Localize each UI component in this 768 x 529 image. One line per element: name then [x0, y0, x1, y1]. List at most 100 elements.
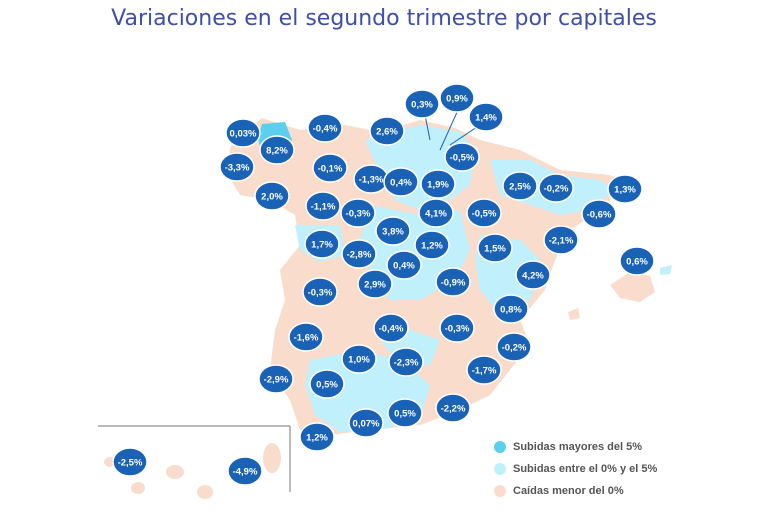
capital-badge-label: -2,3% — [394, 358, 419, 369]
capital-badge-label: -0,5% — [472, 209, 497, 220]
capital-badge-label: 1,0% — [348, 355, 370, 366]
capital-badge-label: -1,7% — [472, 366, 497, 377]
capital-badge-label: 0,9% — [446, 94, 468, 105]
capital-badge-label: 0,03% — [230, 129, 257, 140]
capital-badge-shape — [435, 393, 471, 423]
capital-badge-shape — [388, 347, 424, 377]
capital-badge-shape — [299, 422, 335, 452]
capital-badge-shape — [259, 135, 295, 165]
capital-badge-label: 0,5% — [316, 380, 338, 391]
capital-badge: -2,9% — [258, 364, 294, 394]
capital-badge: 1,7% — [304, 229, 340, 259]
capital-badge-shape — [305, 191, 341, 221]
capital-badge: -2,3% — [388, 347, 424, 377]
capital-badge-label: -2,1% — [549, 236, 574, 247]
capital-badge: -0,6% — [581, 199, 617, 229]
capital-badge-label: 1,2% — [306, 433, 328, 444]
capital-badge: 0,5% — [309, 369, 345, 399]
capital-badge-shape — [254, 181, 290, 211]
legend-item-strong-rise: Subidas mayores del 5% — [494, 436, 657, 458]
capital-badge-label: -0,3% — [308, 288, 333, 299]
legend-label-rise: Subidas entre el 0% y el 5% — [513, 463, 658, 475]
island-2 — [131, 482, 145, 494]
capital-badge: -2,2% — [435, 393, 471, 423]
capital-badge: -1,1% — [305, 191, 341, 221]
capital-badge: 1,4% — [468, 102, 504, 132]
capital-badge: 3,8% — [375, 216, 411, 246]
capital-badge-shape — [418, 198, 454, 228]
capital-badge: 2,6% — [369, 116, 405, 146]
capital-badge: -3,3% — [219, 152, 255, 182]
capital-badge: -2,1% — [543, 225, 579, 255]
capital-badge-shape — [420, 169, 456, 199]
capital-badge: -1,3% — [353, 164, 389, 194]
capital-badge-shape — [444, 142, 480, 172]
capital-badge-label: -0,4% — [313, 124, 338, 135]
legend-label-strong-rise: Subidas mayores del 5% — [513, 441, 642, 453]
capital-badge: -4,9% — [227, 456, 263, 486]
connector-2 — [439, 109, 459, 151]
capital-badge-shape — [304, 229, 340, 259]
capital-badge-label: 0,6% — [626, 257, 648, 268]
island-5 — [263, 443, 281, 473]
capital-badge-label: 2,9% — [364, 280, 386, 291]
capital-badge: 2,5% — [502, 171, 538, 201]
capital-badge-label: 0,4% — [393, 261, 415, 272]
capital-badge-shape — [619, 246, 655, 276]
capital-badge-shape — [227, 456, 263, 486]
island-4 — [197, 485, 213, 499]
capital-badge-shape — [581, 199, 617, 229]
capital-badge-label: 0,5% — [394, 409, 416, 420]
canary-islands-inset — [98, 425, 291, 499]
capital-badge: -0,3% — [302, 277, 338, 307]
capital-badge-shape — [309, 369, 345, 399]
capital-badge-shape — [414, 230, 450, 260]
capital-badge-label: -3,3% — [225, 163, 250, 174]
capital-badge-label: 2,6% — [376, 127, 398, 138]
capital-badge-shape — [502, 171, 538, 201]
legend: Subidas mayores del 5% Subidas entre el … — [494, 436, 657, 502]
capital-badge-shape — [357, 269, 393, 299]
capital-badge-label: -0,6% — [587, 210, 612, 221]
capital-badge-shape — [496, 332, 532, 362]
capital-badge: 2,9% — [357, 269, 393, 299]
capital-badge-label: 8,2% — [266, 146, 288, 157]
capital-badge-shape — [219, 152, 255, 182]
capital-badge-label: -0,2% — [502, 343, 527, 354]
capital-badge-shape — [340, 198, 376, 228]
capital-badge-shape — [538, 173, 574, 203]
capital-badge: 1,0% — [341, 344, 377, 374]
capital-badge-label: -0,3% — [445, 324, 470, 335]
capital-badge-shape — [387, 398, 423, 428]
legend-swatch-rise — [494, 463, 506, 475]
capital-badge: -1,7% — [466, 355, 502, 385]
capital-badge-shape — [112, 447, 148, 477]
capital-badge-shape — [439, 83, 475, 113]
capital-badge-shape — [607, 174, 643, 204]
capital-badge-shape — [515, 260, 551, 290]
capital-badge-shape — [369, 116, 405, 146]
balearic-menorca — [660, 265, 672, 275]
capital-badge: 0,6% — [619, 246, 655, 276]
capital-badge-label: -0,3% — [346, 209, 371, 220]
capital-badge-label: -0,5% — [450, 153, 475, 164]
capital-badge: 1,2% — [414, 230, 450, 260]
capital-badge: 4,2% — [515, 260, 551, 290]
capital-badge-label: -1,1% — [311, 202, 336, 213]
capital-badge-label: 1,5% — [484, 244, 506, 255]
capital-badge-label: 4,2% — [522, 271, 544, 282]
capital-badge: 4,1% — [418, 198, 454, 228]
capital-badge-shape — [386, 250, 422, 280]
capital-badge-label: 1,9% — [427, 180, 449, 191]
capital-badge-shape — [435, 267, 471, 297]
capital-badge: -2,5% — [112, 447, 148, 477]
capital-badge-shape — [307, 113, 343, 143]
balearic-mallorca — [610, 272, 655, 302]
legend-swatch-strong-rise — [494, 441, 506, 453]
capital-badge: -1,6% — [288, 322, 324, 352]
capital-badge-label: -0,2% — [544, 184, 569, 195]
capital-badge: 8,2% — [259, 135, 295, 165]
capital-badge: -0,4% — [307, 113, 343, 143]
capital-badge-shape — [439, 313, 475, 343]
capital-badge: 0,8% — [493, 294, 529, 324]
